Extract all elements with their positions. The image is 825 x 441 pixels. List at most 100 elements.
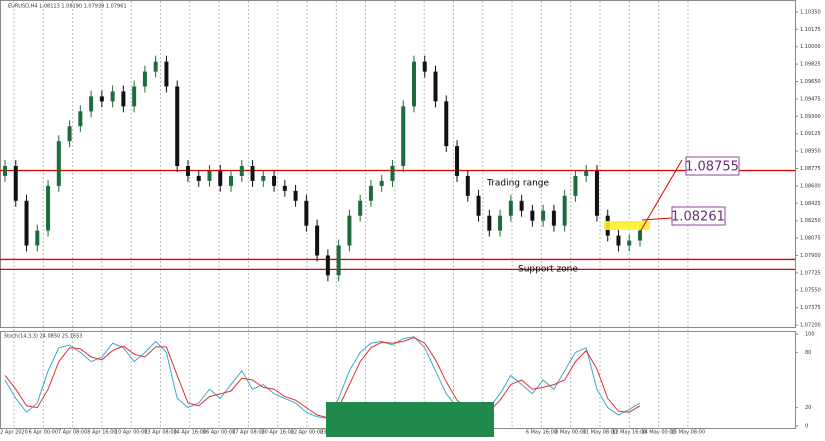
y-tick-label: 1.09825 (800, 62, 821, 68)
candle-body (616, 235, 621, 246)
candle-body (627, 240, 632, 246)
stoch-tick-label: 80 (805, 350, 811, 356)
y-tick-label: 1.07725 (800, 270, 821, 276)
stoch-line (4, 337, 641, 419)
candle-body (476, 195, 481, 216)
candle-body (196, 175, 201, 181)
candle-body (336, 245, 341, 276)
candle-body (390, 166, 395, 181)
stoch-title: Stoch(14,3,3) 24.0850 25.1653 (4, 334, 82, 340)
y-tick-label: 1.07200 (800, 323, 821, 329)
callout-resistance: 1.08755 (685, 160, 739, 175)
support-zone-label: Support zone (518, 265, 578, 275)
x-tick-label: 11 May 08:00 (583, 430, 617, 436)
x-tick-label: 20 Apr 16:00 (261, 430, 294, 436)
x-tick-label: 12 May 16:00 (612, 430, 646, 436)
candle-body (293, 190, 298, 201)
x-tick-label: 6 Apr 00:00 (29, 430, 58, 436)
candle-body (401, 106, 406, 166)
candle-body (218, 170, 223, 186)
candle-body (562, 195, 567, 226)
logo (326, 402, 494, 437)
y-tick-label: 1.08250 (800, 218, 821, 224)
candle-body (638, 230, 642, 241)
candle-body (78, 111, 83, 127)
candle-body (56, 141, 61, 186)
candle-body (250, 166, 255, 181)
y-tick-label: 1.08775 (800, 166, 821, 172)
candle-body (584, 170, 589, 176)
candle-body (379, 180, 384, 186)
candle-body (13, 166, 18, 201)
chart-title: EURUSD,H4 1.08113 1.08190 1.07939 1.0796… (8, 4, 127, 10)
y-tick-label: 1.10350 (800, 9, 821, 15)
x-tick-label: 2 Apr 2020 (0, 430, 28, 436)
candle-body (132, 86, 137, 107)
x-tick-label: 7 Apr 08:00 (58, 430, 87, 436)
x-tick-label: 13 Apr 08:00 (144, 430, 177, 436)
y-tick-label: 1.08075 (800, 236, 821, 242)
y-tick-label: 1.08425 (800, 201, 821, 207)
y-tick-label: 1.09650 (800, 79, 821, 85)
candle-body (185, 166, 190, 176)
x-tick-label: 22 Apr 00:00 (291, 430, 324, 436)
stoch-tick-label: 20 (805, 405, 811, 411)
candle-body (594, 170, 599, 216)
candle-body (175, 86, 180, 166)
candle-body (315, 225, 320, 256)
candle-body (229, 175, 234, 186)
candle-body (530, 210, 535, 221)
stoch-line (4, 336, 641, 420)
candle-body (519, 200, 524, 211)
candle-body (261, 175, 266, 181)
x-tick-label: 8 Apr 16:00 (87, 430, 116, 436)
y-tick-label: 1.09300 (800, 114, 821, 120)
x-tick-label: 16 Apr 00:00 (203, 430, 236, 436)
stoch-tick-label: 0 (805, 424, 808, 430)
candle-body (304, 200, 309, 226)
candle-body (368, 185, 373, 201)
y-tick-label: 1.10175 (800, 27, 821, 33)
candle-body (444, 101, 449, 147)
candle-body (433, 71, 438, 102)
x-tick-label: 14 May 00:00 (641, 430, 675, 436)
candle-body (239, 166, 244, 176)
trading-range-label: Trading range (486, 179, 550, 189)
candle-body (411, 61, 416, 107)
candle-body (487, 215, 492, 231)
candle-body (455, 146, 460, 176)
y-tick-label: 1.08950 (800, 149, 821, 155)
callout-box (671, 206, 726, 226)
candle-body (24, 200, 29, 246)
y-tick-label: 1.09475 (800, 96, 821, 102)
candle-body (153, 61, 158, 72)
candle-body (67, 126, 72, 142)
y-tick-label: 1.08600 (800, 183, 821, 189)
x-tick-label: 6 May 16:00 (526, 430, 557, 436)
candle-body (573, 175, 578, 196)
candle-body (358, 200, 363, 216)
x-tick-label: 15 May 08:00 (671, 430, 705, 436)
candle-body (110, 91, 115, 102)
y-tick-label: 1.07550 (800, 288, 821, 294)
logo-bg (326, 402, 494, 437)
callout-target: 1.08261 (671, 210, 725, 225)
candle-body (121, 91, 126, 107)
x-tick-label: 17 Apr 08:00 (232, 430, 265, 436)
arrow (641, 217, 673, 221)
y-tick-label: 1.09125 (800, 131, 821, 137)
x-tick-label: 10 Apr 00:00 (115, 430, 148, 436)
y-tick-label: 1.10000 (800, 44, 821, 50)
candle-body (551, 210, 556, 226)
plot (0, 55, 795, 420)
candle-body (541, 210, 546, 221)
candle-body (272, 175, 277, 186)
candle-body (498, 215, 503, 231)
candle-body (46, 185, 51, 231)
candle-body (465, 175, 470, 196)
candle-body (164, 61, 169, 87)
y-tick-label: 1.07375 (800, 305, 821, 311)
candle-body (347, 215, 352, 246)
candle-body (89, 96, 94, 112)
main-frame (0, 0, 796, 328)
